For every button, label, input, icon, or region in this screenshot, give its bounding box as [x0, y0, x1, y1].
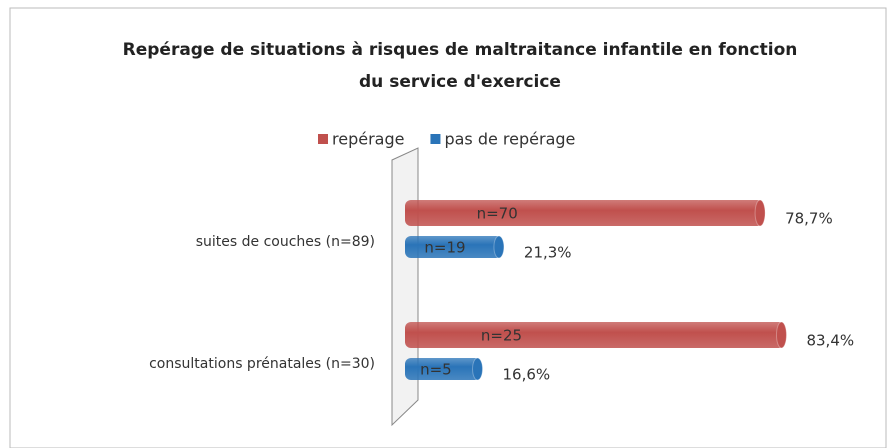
bar-cap	[493, 235, 505, 259]
category-label: consultations prénatales (n=30)	[149, 356, 375, 372]
category-label: suites de couches (n=89)	[196, 234, 375, 250]
chart-title: Repérage de situations à risques de malt…	[123, 40, 798, 60]
data-label: 78,7%	[785, 210, 833, 228]
data-label: 16,6%	[503, 366, 551, 384]
bar	[405, 236, 502, 258]
legend-label: repérage	[332, 130, 404, 149]
data-label: 21,3%	[524, 244, 572, 262]
bar-cap	[775, 321, 787, 349]
bar	[405, 358, 481, 380]
legend-swatch	[318, 134, 328, 144]
bar-cap	[754, 199, 766, 227]
bar	[405, 322, 785, 348]
depth-wall	[391, 147, 419, 427]
bar-n-label: n=25	[481, 327, 522, 345]
bar-n-label: n=70	[477, 205, 518, 223]
bar-n-label: n=19	[424, 239, 465, 257]
data-label: 83,4%	[806, 332, 854, 350]
bar-n-label: n=5	[420, 361, 452, 379]
chart-title: du service d'exercice	[359, 72, 561, 92]
bar	[405, 200, 764, 226]
bar-cap	[472, 357, 484, 381]
legend-label: pas de repérage	[444, 130, 575, 149]
legend-swatch	[430, 134, 441, 144]
